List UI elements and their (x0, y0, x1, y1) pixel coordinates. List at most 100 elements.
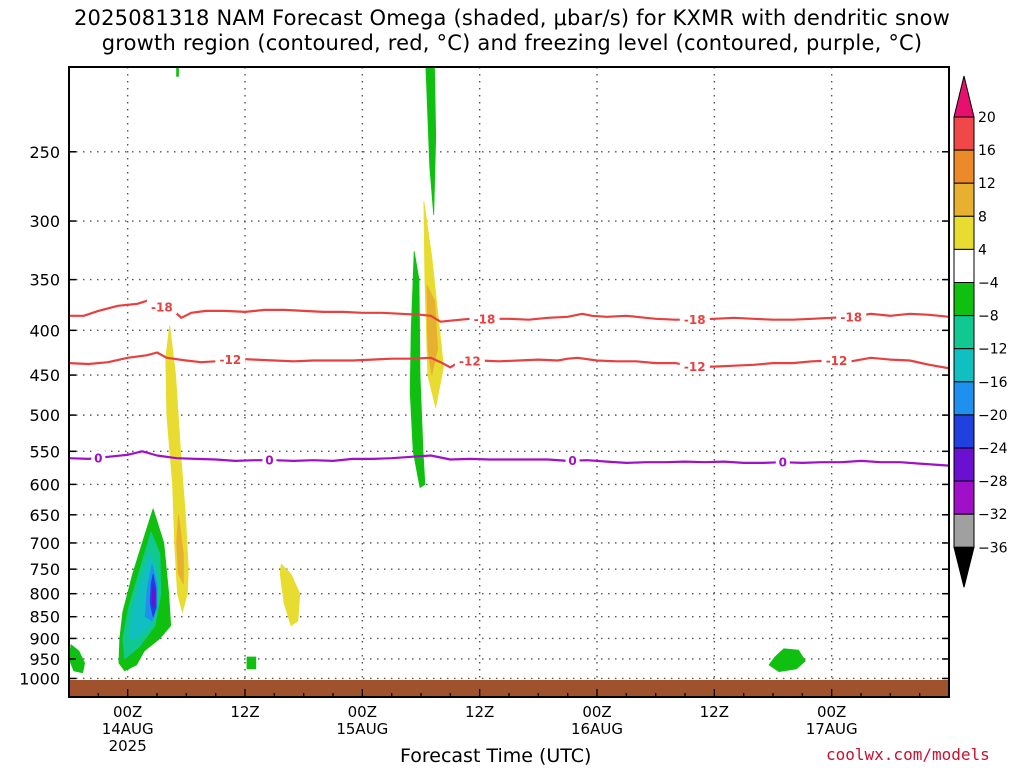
omega-region-sink-green-col (409, 251, 426, 488)
x-axis-title: Forecast Time (UTC) (400, 745, 592, 767)
y-tick-label: 850 (29, 608, 60, 627)
colorbar-swatch (953, 381, 975, 416)
colorbar-swatch (953, 116, 975, 151)
title-line-1: 2025081318 NAM Forecast Omega (shaded, μ… (73, 6, 951, 30)
y-tick-label: 600 (29, 475, 60, 494)
colorbar-label: 20 (978, 110, 996, 126)
colorbar-label: −32 (978, 507, 1008, 523)
colorbar-label: −24 (978, 441, 1008, 457)
omega-region-lift-gold-3 (426, 284, 438, 376)
colorbar-swatch (953, 348, 975, 383)
colorbar-swatch (953, 414, 975, 449)
colorbar-swatch (953, 315, 975, 350)
colorbar-label: 8 (978, 209, 987, 225)
contour-label-bg (91, 450, 106, 465)
contour-label-bg (775, 455, 790, 470)
contour-label-freezing_0: 0 (568, 454, 576, 468)
contour-label-dgz_-12: -12 (219, 353, 241, 367)
contour-label-bg (146, 299, 177, 314)
y-tick-label: 950 (29, 650, 60, 669)
x-tick-date: 17AUG (806, 720, 858, 738)
colorbar-swatch (953, 447, 975, 482)
y-tick-label: 350 (29, 271, 60, 290)
y-tick-label: 1000 (19, 669, 60, 688)
colorbar-top-arrow (953, 75, 975, 118)
colorbar-swatch (953, 215, 975, 250)
contour-label-bg (836, 309, 867, 324)
contour-label-freezing_0: 0 (94, 451, 102, 465)
contour-label-dgz_-12: -12 (826, 354, 848, 368)
y-tick-label: 300 (29, 212, 60, 231)
colorbar-label: 12 (978, 176, 996, 192)
contour-label-bg (565, 453, 580, 468)
colorbar-label: −36 (978, 540, 1008, 556)
y-tick-label: 550 (29, 442, 60, 461)
colorbar-label: −28 (978, 474, 1008, 490)
colorbar-swatch (953, 282, 975, 317)
contour-label-dgz_-18: -18 (151, 300, 173, 314)
omega-region-lift-yellow-1 (165, 325, 189, 613)
colorbar-swatch (953, 248, 975, 283)
colorbar-label: −4 (978, 276, 999, 292)
contour-label-dgz_-18: -18 (840, 310, 862, 324)
y-tick-label: 500 (29, 406, 60, 425)
omega-region-sink-green-top (425, 67, 437, 216)
colorbar-label: 4 (978, 242, 987, 258)
y-axis: 250 300 350 400 450 500 550 600 650 700 750 800 850 9… (19, 143, 949, 688)
colorbar-bottom-arrow (953, 546, 975, 588)
x-tick-date: 14AUG (102, 720, 154, 738)
y-tick-label: 450 (29, 366, 60, 385)
contour-label-bg (262, 453, 277, 468)
contour-label-bg (821, 353, 852, 368)
x-tick-label: 00Z (582, 703, 611, 721)
colorbar-label: 16 (978, 143, 996, 159)
credit-link[interactable]: coolwx.com/models (826, 745, 990, 764)
omega-region-sink-green-right (768, 648, 806, 672)
x-tick-label: 12Z (700, 703, 729, 721)
x-tick-label: 00Z (113, 703, 142, 721)
colorbar-label: −12 (978, 342, 1008, 358)
colorbar: 20 16 12 8 4 −4 −8 −12 −16 −20 −24 −28 −32 −36 (953, 75, 1008, 588)
contour-line-dgz_-12 (69, 351, 949, 370)
x-tick-label: 00Z (348, 703, 377, 721)
contour-label-dgz_-12: -12 (459, 354, 481, 368)
y-tick-label: 700 (29, 534, 60, 553)
contour-label-dgz_-12: -12 (684, 360, 706, 374)
y-tick-label: 900 (29, 629, 60, 648)
omega-region-lift-gold-1 (176, 514, 184, 585)
omega-shading (69, 67, 806, 674)
x-tick-label: 12Z (465, 703, 494, 721)
x-tick-label: 00Z (817, 703, 846, 721)
omega-region-sink-green-tiny (176, 67, 179, 77)
colorbar-label: −8 (978, 309, 999, 325)
contour-label-freezing_0: 0 (265, 454, 273, 468)
x-tick-year: 2025 (109, 737, 147, 755)
x-tick-label: 12Z (230, 703, 259, 721)
contour-label-bg (215, 352, 246, 367)
contour-label-bg (469, 311, 500, 326)
contour-label-dgz_-18: -18 (684, 313, 706, 327)
contour-label-freezing_0: 0 (779, 456, 787, 470)
temperature-contours: -18 -18 -18 -18 -12 -12 -12 -12 0 0 0 0 (69, 299, 949, 470)
y-tick-label: 250 (29, 143, 60, 162)
contour-label-bg (679, 359, 710, 374)
y-tick-label: 750 (29, 560, 60, 579)
y-tick-label: 400 (29, 321, 60, 340)
contour-label-dgz_-18: -18 (474, 312, 496, 326)
omega-region-lift-yellow-2 (279, 563, 301, 626)
y-tick-label: 800 (29, 585, 60, 604)
chart-title: 2025081318 NAM Forecast Omega (shaded, μ… (0, 6, 1024, 56)
colorbar-swatch (953, 182, 975, 217)
grid (69, 67, 949, 697)
colorbar-swatch (953, 513, 975, 548)
contour-label-bg (454, 353, 485, 368)
omega-region-sink-purple-low1 (151, 583, 156, 609)
x-tick-date: 16AUG (571, 720, 623, 738)
colorbar-label: −20 (978, 408, 1008, 424)
x-tick-date: 15AUG (336, 720, 388, 738)
colorbar-swatch (953, 480, 975, 515)
plot-background (69, 67, 949, 697)
omega-region-sink-green-sw (69, 644, 85, 674)
